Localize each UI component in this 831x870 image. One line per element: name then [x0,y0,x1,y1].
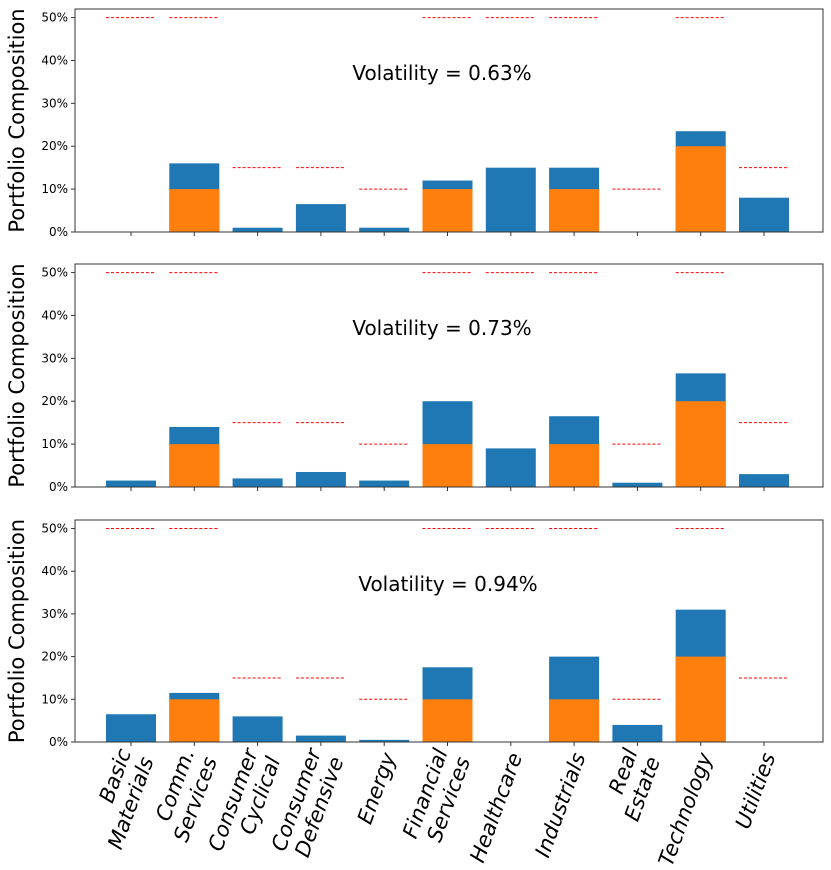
bar-total-5 [359,227,410,232]
panel-2: Portfolio Composition 0% 10% 20% 30% 40% 50% Vo… [5,263,824,494]
y-tick-label: 0% [49,480,68,494]
y-tick-label: 10% [41,692,68,706]
bar-base-2 [169,699,220,742]
plot-frame [74,8,824,233]
panel-1: Portfolio Composition 0% 10% 20% 30% 40% 50% Vo… [5,8,824,239]
bar-base-10 [675,656,726,742]
plot-frame [74,263,824,488]
y-tick-label: 20% [41,394,68,408]
bar-total-1 [106,480,156,487]
y-tick-label: 50% [41,266,68,280]
bar-total-3 [232,478,283,487]
y-tick-label: 50% [41,522,68,536]
bar-base-10 [675,146,726,232]
y-tick-label: 40% [41,564,68,578]
bar-base-8 [549,699,600,742]
category-label-7: Healthcare [465,750,527,866]
y-tick-label: 40% [41,308,68,322]
bar-total-4 [295,735,346,742]
x-tick-labels: BasicMaterialsComm.ServicesConsumerCycli… [81,744,781,869]
volatility-annotation: Volatility = 0.63% [352,61,531,85]
y-tick-label: 50% [41,11,68,25]
y-axis-label: Portfolio Composition [5,519,29,743]
category-label-10: Technology [654,749,717,869]
category-label-5: Energy [353,749,401,827]
bar-base-8 [549,189,600,232]
category-label-1: BasicMaterials [81,745,159,852]
y-tick-label: 40% [41,53,68,67]
y-tick-label: 10% [41,182,68,196]
volatility-annotation: Volatility = 0.73% [352,316,531,340]
bar-total-7 [485,448,536,487]
bar-total-9 [612,482,663,487]
category-label-8: Industrials [530,750,590,861]
bar-total-5 [359,480,410,487]
bar-base-8 [549,444,600,487]
y-tick-label: 30% [41,351,68,365]
plot-frame [74,519,824,743]
y-tick-label: 30% [41,607,68,621]
y-axis-label: Portfolio Composition [5,8,29,232]
category-label-11: Utilities [731,750,781,833]
y-axis-label: Portfolio Composition [5,263,29,487]
bar-total-4 [295,471,346,487]
bar-total-11 [739,197,789,232]
y-tick-label: 0% [49,225,68,239]
bar-total-3 [232,227,283,232]
y-tick-label: 20% [41,139,68,153]
bar-total-7 [485,167,536,232]
bar-total-3 [232,716,283,742]
y-tick-label: 20% [41,650,68,664]
category-label-9: RealEstate [597,745,665,824]
y-tick-label: 30% [41,96,68,110]
bar-base-2 [169,444,220,487]
y-tick-label: 0% [49,735,68,749]
bar-base-6 [422,189,473,232]
bar-base-10 [675,401,726,487]
panel-3: Portfolio Composition 0% 10% 20% 30% 40% 50% Vo… [5,519,824,749]
bar-total-4 [295,204,346,232]
category-label-6: FinancialServices [398,745,475,849]
bar-base-6 [422,444,473,487]
bar-total-11 [739,474,789,487]
bar-base-2 [169,189,220,232]
volatility-annotation: Volatility = 0.94% [358,572,537,596]
bar-base-6 [422,699,473,742]
y-tick-label: 10% [41,437,68,451]
bar-total-1 [106,714,156,742]
bar-total-5 [359,739,410,742]
bar-total-9 [612,724,663,742]
